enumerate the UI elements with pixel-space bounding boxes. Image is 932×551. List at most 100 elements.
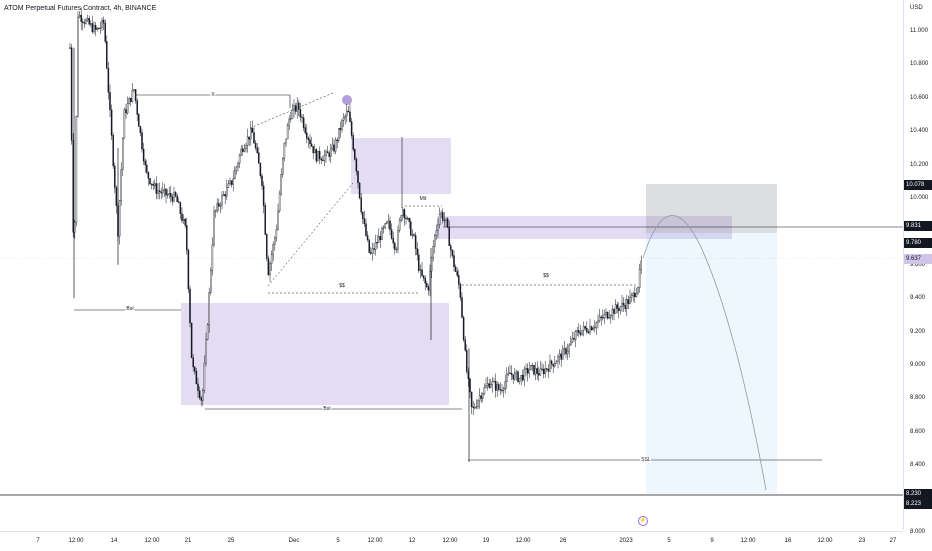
candle-body[interactable]: [531, 364, 534, 367]
candle-body[interactable]: [606, 312, 609, 319]
candle-body[interactable]: [344, 115, 346, 118]
candle-body[interactable]: [307, 137, 310, 140]
candle-body[interactable]: [174, 192, 177, 197]
candle-body[interactable]: [72, 140, 74, 233]
candle-body[interactable]: [571, 338, 574, 343]
candle-body[interactable]: [125, 109, 127, 114]
candle-body[interactable]: [494, 381, 497, 391]
candle-body[interactable]: [576, 330, 578, 332]
candle-body[interactable]: [605, 312, 607, 315]
candle-body[interactable]: [82, 21, 84, 23]
candle-body[interactable]: [523, 368, 526, 381]
candle-body[interactable]: [323, 155, 326, 161]
candle-body[interactable]: [539, 368, 542, 376]
candle-body[interactable]: [493, 381, 495, 383]
candle-body[interactable]: [259, 163, 262, 177]
candle-body[interactable]: [106, 41, 108, 69]
price-badge[interactable]: 9.637: [904, 253, 932, 264]
candle-body[interactable]: [368, 239, 370, 253]
candle-body[interactable]: [597, 320, 599, 323]
candle-body[interactable]: [245, 145, 247, 150]
candle-body[interactable]: [162, 189, 164, 194]
candle-body[interactable]: [456, 271, 458, 276]
candle-body[interactable]: [229, 180, 231, 184]
candle-body[interactable]: [491, 381, 494, 385]
candle-body[interactable]: [242, 148, 244, 152]
candle-body[interactable]: [382, 227, 385, 229]
candle-body[interactable]: [432, 246, 434, 259]
candle-body[interactable]: [400, 215, 402, 221]
candle-body[interactable]: [205, 339, 207, 364]
candle-body[interactable]: [216, 203, 218, 211]
candle-body[interactable]: [328, 152, 330, 157]
candle-body[interactable]: [627, 299, 630, 304]
candle-body[interactable]: [357, 171, 359, 184]
candle-body[interactable]: [630, 295, 633, 298]
candle-body[interactable]: [293, 105, 295, 111]
candle-body[interactable]: [80, 14, 82, 22]
candle-body[interactable]: [498, 384, 500, 390]
currency-label[interactable]: USD: [910, 5, 923, 11]
candle-body[interactable]: [138, 114, 140, 127]
candle-body[interactable]: [490, 384, 492, 388]
candle-body[interactable]: [517, 371, 519, 382]
candle-body[interactable]: [288, 118, 290, 126]
candle-body[interactable]: [190, 322, 193, 358]
pivot-marker[interactable]: [342, 95, 352, 105]
candle-body[interactable]: [608, 317, 610, 319]
candle-body[interactable]: [555, 361, 558, 364]
candle-body[interactable]: [322, 159, 324, 162]
candle-body[interactable]: [584, 326, 586, 329]
candle-body[interactable]: [221, 195, 223, 206]
candle-body[interactable]: [331, 144, 334, 149]
candle-body[interactable]: [253, 132, 255, 144]
candle-body[interactable]: [85, 19, 87, 24]
candle-body[interactable]: [488, 383, 490, 388]
candle-body[interactable]: [107, 67, 110, 93]
candle-body[interactable]: [238, 155, 241, 164]
candle-body[interactable]: [610, 315, 612, 318]
candle-body[interactable]: [346, 110, 348, 117]
candle-body[interactable]: [387, 220, 390, 223]
candle-body[interactable]: [376, 242, 378, 244]
candle-body[interactable]: [549, 360, 551, 372]
candle-body[interactable]: [224, 194, 226, 197]
candle-body[interactable]: [406, 217, 409, 220]
candle-body[interactable]: [438, 214, 441, 226]
candle-body[interactable]: [448, 227, 450, 246]
candle-body[interactable]: [254, 142, 257, 149]
candle-body[interactable]: [227, 183, 230, 188]
lightning-icon[interactable]: ⚡: [638, 516, 648, 526]
candle-body[interactable]: [294, 105, 297, 112]
candle-body[interactable]: [160, 191, 162, 194]
candle-body[interactable]: [434, 235, 436, 247]
candle-body[interactable]: [272, 244, 274, 255]
candle-body[interactable]: [563, 348, 566, 350]
candle-body[interactable]: [152, 184, 154, 186]
candle-body[interactable]: [416, 248, 418, 256]
candle-body[interactable]: [320, 158, 322, 161]
candle-body[interactable]: [208, 292, 210, 326]
candle-body[interactable]: [499, 389, 502, 391]
candle-body[interactable]: [166, 194, 169, 196]
candle-body[interactable]: [437, 224, 439, 231]
candle-body[interactable]: [442, 212, 444, 221]
candle-body[interactable]: [354, 149, 356, 160]
candle-body[interactable]: [602, 317, 604, 319]
candle-body[interactable]: [291, 109, 294, 119]
candle-body[interactable]: [88, 18, 90, 25]
candle-body[interactable]: [90, 23, 92, 25]
candle-body[interactable]: [514, 372, 516, 380]
supply-zone-right[interactable]: [437, 216, 732, 239]
candle-body[interactable]: [155, 183, 158, 194]
candle-body[interactable]: [168, 193, 170, 195]
candle-body[interactable]: [581, 330, 583, 335]
candle-body[interactable]: [310, 143, 313, 147]
candle-body[interactable]: [142, 148, 145, 162]
candle-body[interactable]: [269, 263, 271, 276]
candle-body[interactable]: [355, 158, 358, 172]
candle-body[interactable]: [296, 102, 298, 112]
candle-body[interactable]: [451, 249, 454, 256]
candle-body[interactable]: [235, 166, 238, 172]
candle-body[interactable]: [218, 203, 220, 207]
